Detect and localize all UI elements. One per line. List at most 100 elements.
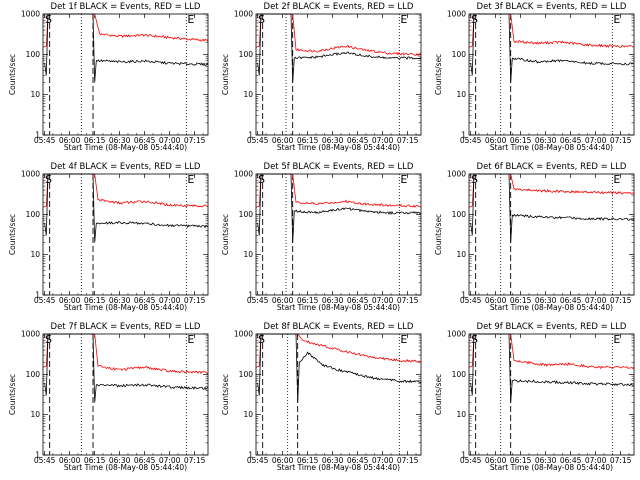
x-tick-label: 06:30 [322,136,344,145]
y-axis-label: Counts/sec [8,214,17,255]
y-tick-label: 1000 [234,10,253,19]
start-marker: S [258,13,265,26]
x-tick-label: 06:00 [272,136,294,145]
x-tick-label: 05:45 [460,456,482,465]
x-axis-label: Start Time (08-May-08 05:44:40) [277,143,400,152]
panel-4: Det 4f BLACK = Events, RED = LLD Counts/s… [8,162,209,312]
x-tick-label: 06:30 [535,456,557,465]
x-axis-label: Start Time (08-May-08 05:44:40) [64,303,187,312]
start-marker: S [258,333,265,346]
y-tick-label: 100 [26,210,41,219]
lld-series [255,333,422,368]
panel-title: Det 4f BLACK = Events, RED = LLD [51,162,201,172]
start-marker: S [471,333,478,346]
lld-series [42,333,209,375]
panel-7: Det 7f BLACK = Events, RED = LLD Counts/s… [8,322,209,472]
y-tick-label: 1000 [21,10,40,19]
x-tick-label: 06:30 [109,136,131,145]
x-tick-label: 06:45 [134,296,156,305]
x-tick-label: 07:15 [610,136,632,145]
panel-3: Det 3f BLACK = Events, RED = LLD Counts/s… [434,2,635,152]
x-tick-label: 06:15 [84,456,106,465]
y-tick-label: 1 [248,291,253,300]
panel-6: Det 6f BLACK = Events, RED = LLD Counts/s… [434,162,635,312]
x-tick-label: 05:45 [247,456,269,465]
x-tick-label: 06:00 [272,456,294,465]
plot-frame [255,173,422,296]
end-marker: E [613,333,620,346]
x-tick-label: 06:45 [347,136,369,145]
x-tick-label: 06:30 [535,136,557,145]
start-marker: S [471,173,478,186]
x-tick-label: 06:30 [322,456,344,465]
events-series [470,333,635,403]
y-tick-label: 10 [243,90,253,99]
x-tick-label: 06:45 [134,136,156,145]
y-tick-label: 10 [30,410,40,419]
x-tick-label: 06:15 [510,296,532,305]
end-marker: E [400,173,407,186]
y-tick-label: 100 [452,370,467,379]
x-tick-label: 07:15 [610,456,632,465]
x-tick-label: 06:15 [510,456,532,465]
y-tick-label: 100 [452,210,467,219]
y-tick-label: 100 [239,210,254,219]
panel-title: Det 2f BLACK = Events, RED = LLD [264,2,414,12]
y-tick-label: 1 [248,451,253,460]
x-tick-label: 06:00 [272,296,294,305]
events-series [257,173,422,243]
y-tick-label: 100 [26,50,41,59]
y-tick-label: 1 [35,451,40,460]
x-tick-label: 07:15 [184,136,206,145]
x-tick-label: 07:15 [397,456,419,465]
start-marker: S [45,333,52,346]
y-axis-label: Counts/sec [434,374,443,415]
y-tick-label: 1000 [447,170,466,179]
x-tick-label: 07:15 [610,296,632,305]
end-marker: E [187,333,194,346]
events-series [470,13,635,83]
x-tick-label: 05:45 [460,296,482,305]
panel-5: Det 5f BLACK = Events, RED = LLD Counts/s… [221,162,422,312]
x-tick-label: 06:45 [134,456,156,465]
x-tick-label: 06:00 [485,136,507,145]
y-axis-label: Counts/sec [8,54,17,95]
x-tick-label: 07:15 [184,296,206,305]
x-tick-label: 06:00 [59,136,81,145]
y-tick-label: 1000 [21,170,40,179]
x-tick-label: 06:00 [59,296,81,305]
y-axis-label: Counts/sec [434,214,443,255]
panel-2: Det 2f BLACK = Events, RED = LLD Counts/s… [221,2,422,152]
start-marker: S [471,13,478,26]
x-tick-label: 06:00 [59,456,81,465]
x-tick-label: 06:30 [109,456,131,465]
lld-series [255,13,422,56]
y-tick-label: 100 [239,370,254,379]
y-tick-label: 100 [26,370,41,379]
lld-series [468,333,635,370]
y-tick-label: 1000 [447,10,466,19]
y-tick-label: 100 [452,50,467,59]
events-series [44,173,209,243]
x-tick-label: 07:00 [372,296,394,305]
plot-frame [42,333,209,456]
x-tick-label: 05:45 [34,296,56,305]
events-series [257,13,422,83]
panel-title: Det 9f BLACK = Events, RED = LLD [477,322,627,332]
x-tick-label: 05:45 [247,136,269,145]
x-tick-label: 06:30 [109,296,131,305]
x-tick-label: 06:15 [297,296,319,305]
x-tick-label: 07:00 [372,456,394,465]
x-axis-label: Start Time (08-May-08 05:44:40) [490,303,613,312]
lld-series [42,13,209,48]
plot-frame [255,13,422,136]
y-axis-label: Counts/sec [221,374,230,415]
plot-frame [255,333,422,456]
x-tick-label: 05:45 [34,136,56,145]
x-tick-label: 06:45 [560,456,582,465]
x-tick-label: 07:00 [159,296,181,305]
x-tick-label: 06:00 [485,456,507,465]
lld-series [42,173,209,208]
y-tick-label: 10 [456,410,466,419]
